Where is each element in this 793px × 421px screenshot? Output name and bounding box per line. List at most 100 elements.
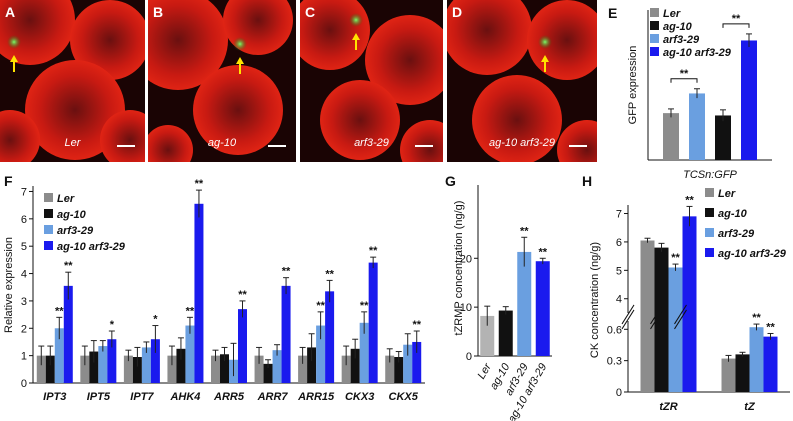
y-tick-label: 0 [466, 351, 472, 363]
bar [668, 267, 683, 392]
bar [359, 322, 369, 383]
bar [640, 240, 655, 392]
arrow-head [541, 55, 549, 62]
x-tick-label: ARR7 [257, 391, 289, 403]
significance: ** [412, 319, 421, 331]
bar [150, 339, 160, 383]
y-tick-label: 20 [460, 253, 472, 265]
tissue [25, 60, 125, 160]
panel-letter: C [305, 4, 315, 20]
significance: ** [680, 68, 689, 80]
bar [654, 247, 669, 392]
legend-label: ag-10 arf3-29 [57, 241, 126, 253]
y-tick-label: 4 [21, 269, 27, 281]
legend-swatch [44, 209, 53, 218]
break-mark [621, 309, 635, 330]
image [300, 0, 443, 162]
bar [412, 341, 422, 383]
legend-swatch [650, 34, 659, 43]
bar [403, 344, 413, 383]
tissue [472, 75, 562, 162]
bar [167, 355, 177, 383]
bar [350, 348, 360, 383]
tissue [320, 80, 400, 160]
legend-label: Ler [57, 193, 75, 205]
bar [63, 285, 73, 383]
tissue [100, 110, 145, 162]
micrograph [0, 0, 145, 162]
significance: ** [55, 305, 64, 317]
legend-swatch [650, 8, 659, 17]
significance: ** [538, 246, 547, 258]
x-tick-label: AHK4 [169, 391, 200, 403]
bar [272, 350, 282, 383]
y-axis-label: GFP expression [627, 46, 639, 125]
bar [211, 355, 220, 383]
panel-letter: F [4, 173, 13, 189]
legend-label: arf3-29 [663, 34, 700, 46]
legend-swatch [650, 21, 659, 30]
bar [535, 261, 550, 356]
bar [741, 40, 757, 160]
tissue [400, 120, 443, 162]
bar [107, 339, 117, 383]
panel-letter: A [5, 4, 15, 20]
arrow-head [352, 33, 360, 40]
x-tick-label: CKX3 [345, 391, 374, 403]
tissue [0, 110, 40, 162]
bar [368, 262, 378, 383]
y-axis-label: tZRMP concentration (ng/g) [453, 201, 465, 336]
bar [132, 357, 142, 383]
gfp-signal [233, 37, 247, 51]
significance: ** [186, 305, 195, 317]
legend-swatch [44, 241, 53, 250]
x-tick-label: tZR [659, 401, 677, 413]
bar [176, 348, 186, 383]
bar [194, 203, 204, 383]
bar [682, 216, 697, 392]
bar [238, 309, 247, 383]
break-mark [650, 309, 663, 330]
x-tick-label: ARR5 [213, 391, 245, 403]
y-tick-label: 0.6 [607, 324, 622, 336]
break-mark [650, 304, 663, 325]
tissue [148, 0, 228, 90]
x-tick-label: IPT7 [130, 391, 154, 403]
legend-swatch [44, 193, 53, 202]
image [447, 0, 597, 162]
bar [663, 113, 679, 160]
significance: ** [671, 252, 680, 264]
y-tick-label: 7 [21, 186, 27, 198]
y-tick-label: 1 [21, 351, 27, 363]
bar [721, 358, 736, 392]
panel-letter: H [582, 173, 592, 189]
bar [307, 347, 317, 383]
legend-label: ag-10 arf3-29 [718, 248, 787, 260]
significance: ** [360, 300, 369, 312]
panel-letter: D [452, 4, 462, 20]
caption: ag-10 arf3-29 [489, 137, 555, 149]
bar [141, 347, 151, 383]
bar [689, 93, 705, 160]
y-tick-label: 2 [21, 323, 27, 335]
y-tick-label: 5 [21, 241, 27, 253]
y-tick-label: 10 [460, 302, 472, 314]
bar [89, 351, 99, 383]
micrograph [300, 0, 443, 162]
legend-swatch [705, 228, 714, 237]
legend-swatch [44, 225, 53, 234]
panel-letter: B [153, 4, 163, 20]
legend-swatch [705, 208, 714, 217]
y-tick-label: 0 [616, 387, 622, 399]
bar [341, 355, 351, 383]
bar [123, 355, 133, 383]
bar [763, 336, 778, 392]
bar [325, 291, 335, 383]
bar [281, 285, 291, 383]
bar [45, 355, 55, 383]
tissue [148, 125, 193, 162]
bar [749, 327, 764, 392]
x-tick-label: CKX5 [389, 391, 419, 403]
micrograph [148, 0, 296, 162]
significance: ** [732, 13, 741, 25]
